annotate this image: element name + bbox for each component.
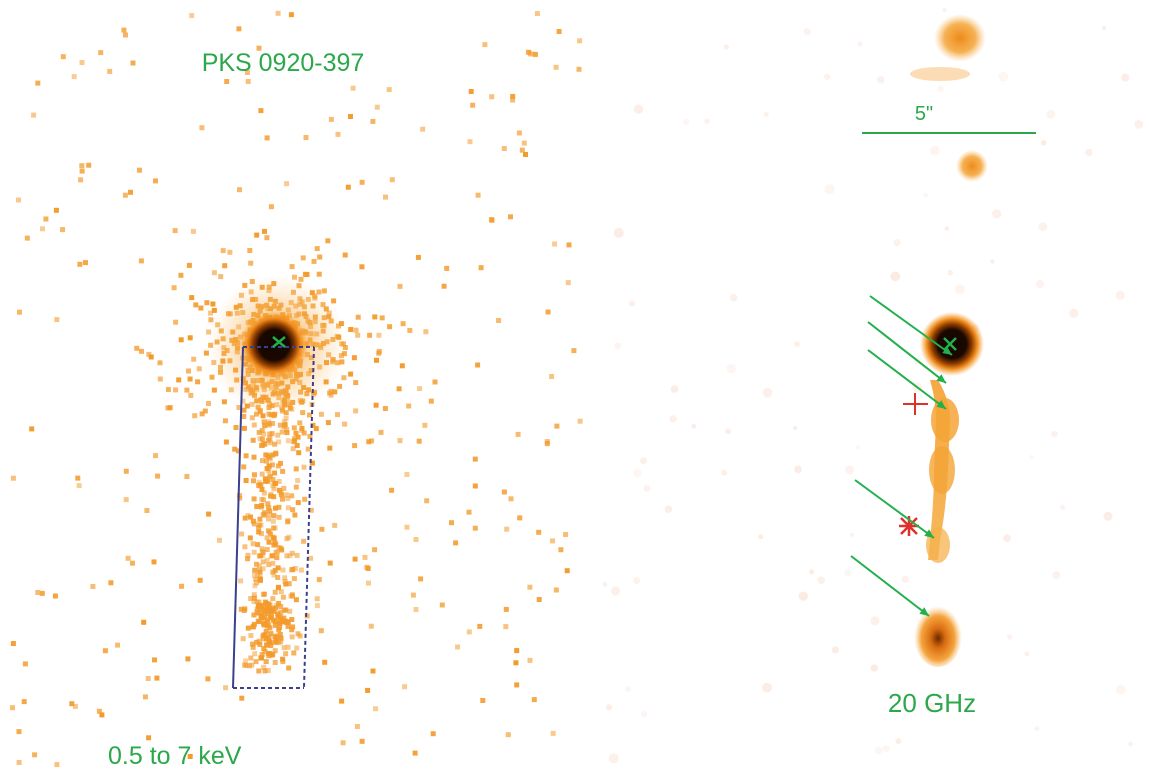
arrow-2	[867, 321, 947, 384]
north-lobe	[934, 14, 986, 62]
arrow-3	[867, 349, 947, 410]
arrow-annotations	[850, 295, 953, 617]
north-knot	[956, 150, 988, 182]
radio-core	[920, 312, 984, 376]
region-edge-right	[303, 346, 315, 689]
core-position-marker	[272, 336, 286, 348]
red-star-marker	[899, 516, 919, 536]
region-edge-left	[232, 346, 244, 689]
energy-band-label: 0.5 to 7 keV	[108, 742, 242, 770]
radio-panel: 5" 20 GHz	[850, 14, 1036, 718]
xray-panel: PKS 0920-397 0.5 to 7 keV	[10, 10, 583, 770]
radio-background-noise	[602, 7, 1144, 764]
arrow-1	[869, 295, 953, 356]
south-hotspot	[914, 603, 962, 667]
scale-bar-label: 5"	[915, 103, 933, 125]
arrow-5	[850, 555, 930, 617]
red-plus-marker	[903, 393, 928, 415]
jet-knot-1	[931, 398, 959, 442]
north-lobe-tail	[910, 67, 970, 81]
source-name-label: PKS 0920-397	[202, 49, 365, 77]
arrow-4	[854, 479, 935, 539]
frequency-label: 20 GHz	[888, 688, 976, 718]
jet-knot-2	[929, 446, 955, 494]
extraction-region	[232, 346, 315, 689]
